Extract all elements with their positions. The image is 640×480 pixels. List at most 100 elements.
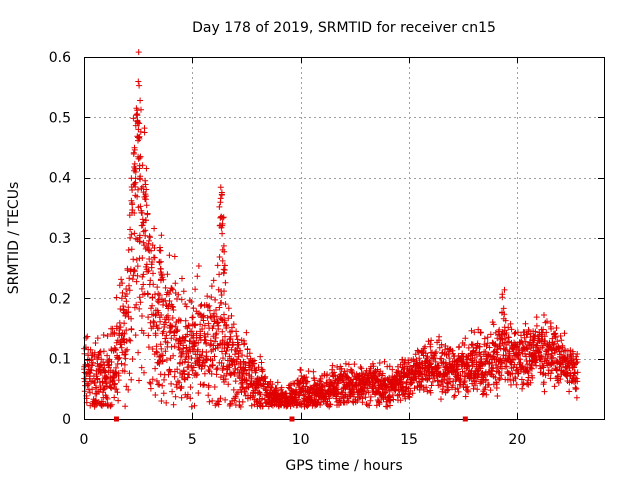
data-point: [214, 398, 221, 405]
data-point: [547, 370, 554, 377]
data-point: [539, 371, 546, 378]
data-point: [151, 254, 158, 261]
data-point: [227, 401, 233, 408]
data-point: [389, 366, 396, 373]
data-point: [384, 403, 391, 410]
data-point: [367, 393, 374, 400]
data-point: [503, 330, 510, 336]
data-point: [156, 381, 163, 388]
data-point: [219, 215, 226, 221]
data-point: [220, 355, 226, 362]
data-point: [152, 392, 159, 398]
data-point: [317, 402, 324, 408]
data-point: [519, 340, 526, 347]
data-point: [222, 376, 229, 383]
x-tick-label: 20: [508, 432, 526, 448]
data-point: [256, 396, 263, 403]
data-point: [150, 323, 157, 330]
data-point: [542, 338, 549, 345]
data-point: [127, 266, 134, 273]
data-point: [161, 324, 168, 330]
data-point: [221, 311, 227, 318]
data-point: [471, 355, 478, 361]
data-point: [529, 374, 536, 381]
data-point: [537, 352, 544, 359]
data-point: [140, 330, 147, 337]
data-point: [132, 169, 139, 175]
data-point: [131, 230, 138, 237]
data-point: [258, 359, 265, 366]
data-point: [487, 387, 494, 394]
data-point: [473, 378, 480, 385]
data-point: [174, 366, 181, 373]
data-point: [112, 347, 119, 354]
data-point: [223, 348, 230, 354]
data-point: [194, 371, 201, 378]
data-point: [538, 353, 545, 360]
data-point: [139, 255, 146, 261]
data-point: [134, 120, 141, 127]
data-point: [216, 203, 223, 210]
data-point: [447, 379, 453, 385]
data-point: [215, 344, 221, 351]
data-point: [157, 247, 164, 254]
data-point: [129, 207, 136, 213]
x-tick-label: 0: [80, 432, 89, 448]
data-point: [144, 211, 151, 218]
data-point: [216, 304, 223, 311]
data-point: [145, 267, 152, 274]
data-point: [136, 82, 143, 89]
data-point: [381, 358, 388, 365]
data-point: [155, 325, 162, 332]
data-point: [243, 329, 250, 336]
data-point: [507, 320, 514, 327]
data-point: [178, 383, 185, 390]
data-point: [137, 153, 144, 160]
data-point: [138, 222, 145, 229]
data-point: [423, 384, 430, 391]
data-point: [130, 115, 137, 122]
data-point: [145, 332, 152, 339]
data-point: [188, 298, 195, 305]
data-point: [149, 294, 156, 301]
data-point: [213, 307, 219, 313]
data-point: [510, 357, 517, 363]
data-point: [518, 332, 524, 339]
data-point: [148, 247, 155, 254]
data-point: [133, 301, 140, 308]
data-point: [214, 365, 221, 372]
data-point: [403, 378, 410, 385]
data-point: [212, 334, 219, 341]
data-point: [438, 396, 444, 403]
data-point: [168, 380, 175, 387]
data-point: [550, 355, 556, 362]
data-point: [95, 352, 102, 359]
data-point: [345, 397, 352, 404]
data-point: [357, 364, 364, 371]
data-point: [131, 160, 138, 167]
data-point: [168, 343, 175, 350]
data-point: [226, 364, 233, 371]
data-point: [121, 368, 128, 375]
data-point: [445, 386, 452, 393]
data-point: [365, 389, 372, 396]
data-point: [529, 365, 535, 372]
data-point: [170, 307, 177, 313]
data-point: [220, 214, 227, 221]
data-point: [115, 397, 122, 404]
data-point: [253, 367, 260, 374]
data-point: [196, 362, 203, 369]
data-point: [205, 367, 212, 373]
data-point: [213, 371, 220, 378]
data-point: [481, 335, 488, 342]
data-point: [499, 360, 505, 367]
x-tick-label: 5: [188, 432, 197, 448]
data-point: [436, 344, 443, 351]
data-point: [134, 263, 141, 270]
data-point: [278, 384, 285, 391]
data-point: [239, 398, 246, 405]
data-point: [87, 389, 93, 396]
data-point: [113, 364, 119, 371]
data-point: [204, 331, 211, 338]
data-point: [269, 381, 276, 388]
